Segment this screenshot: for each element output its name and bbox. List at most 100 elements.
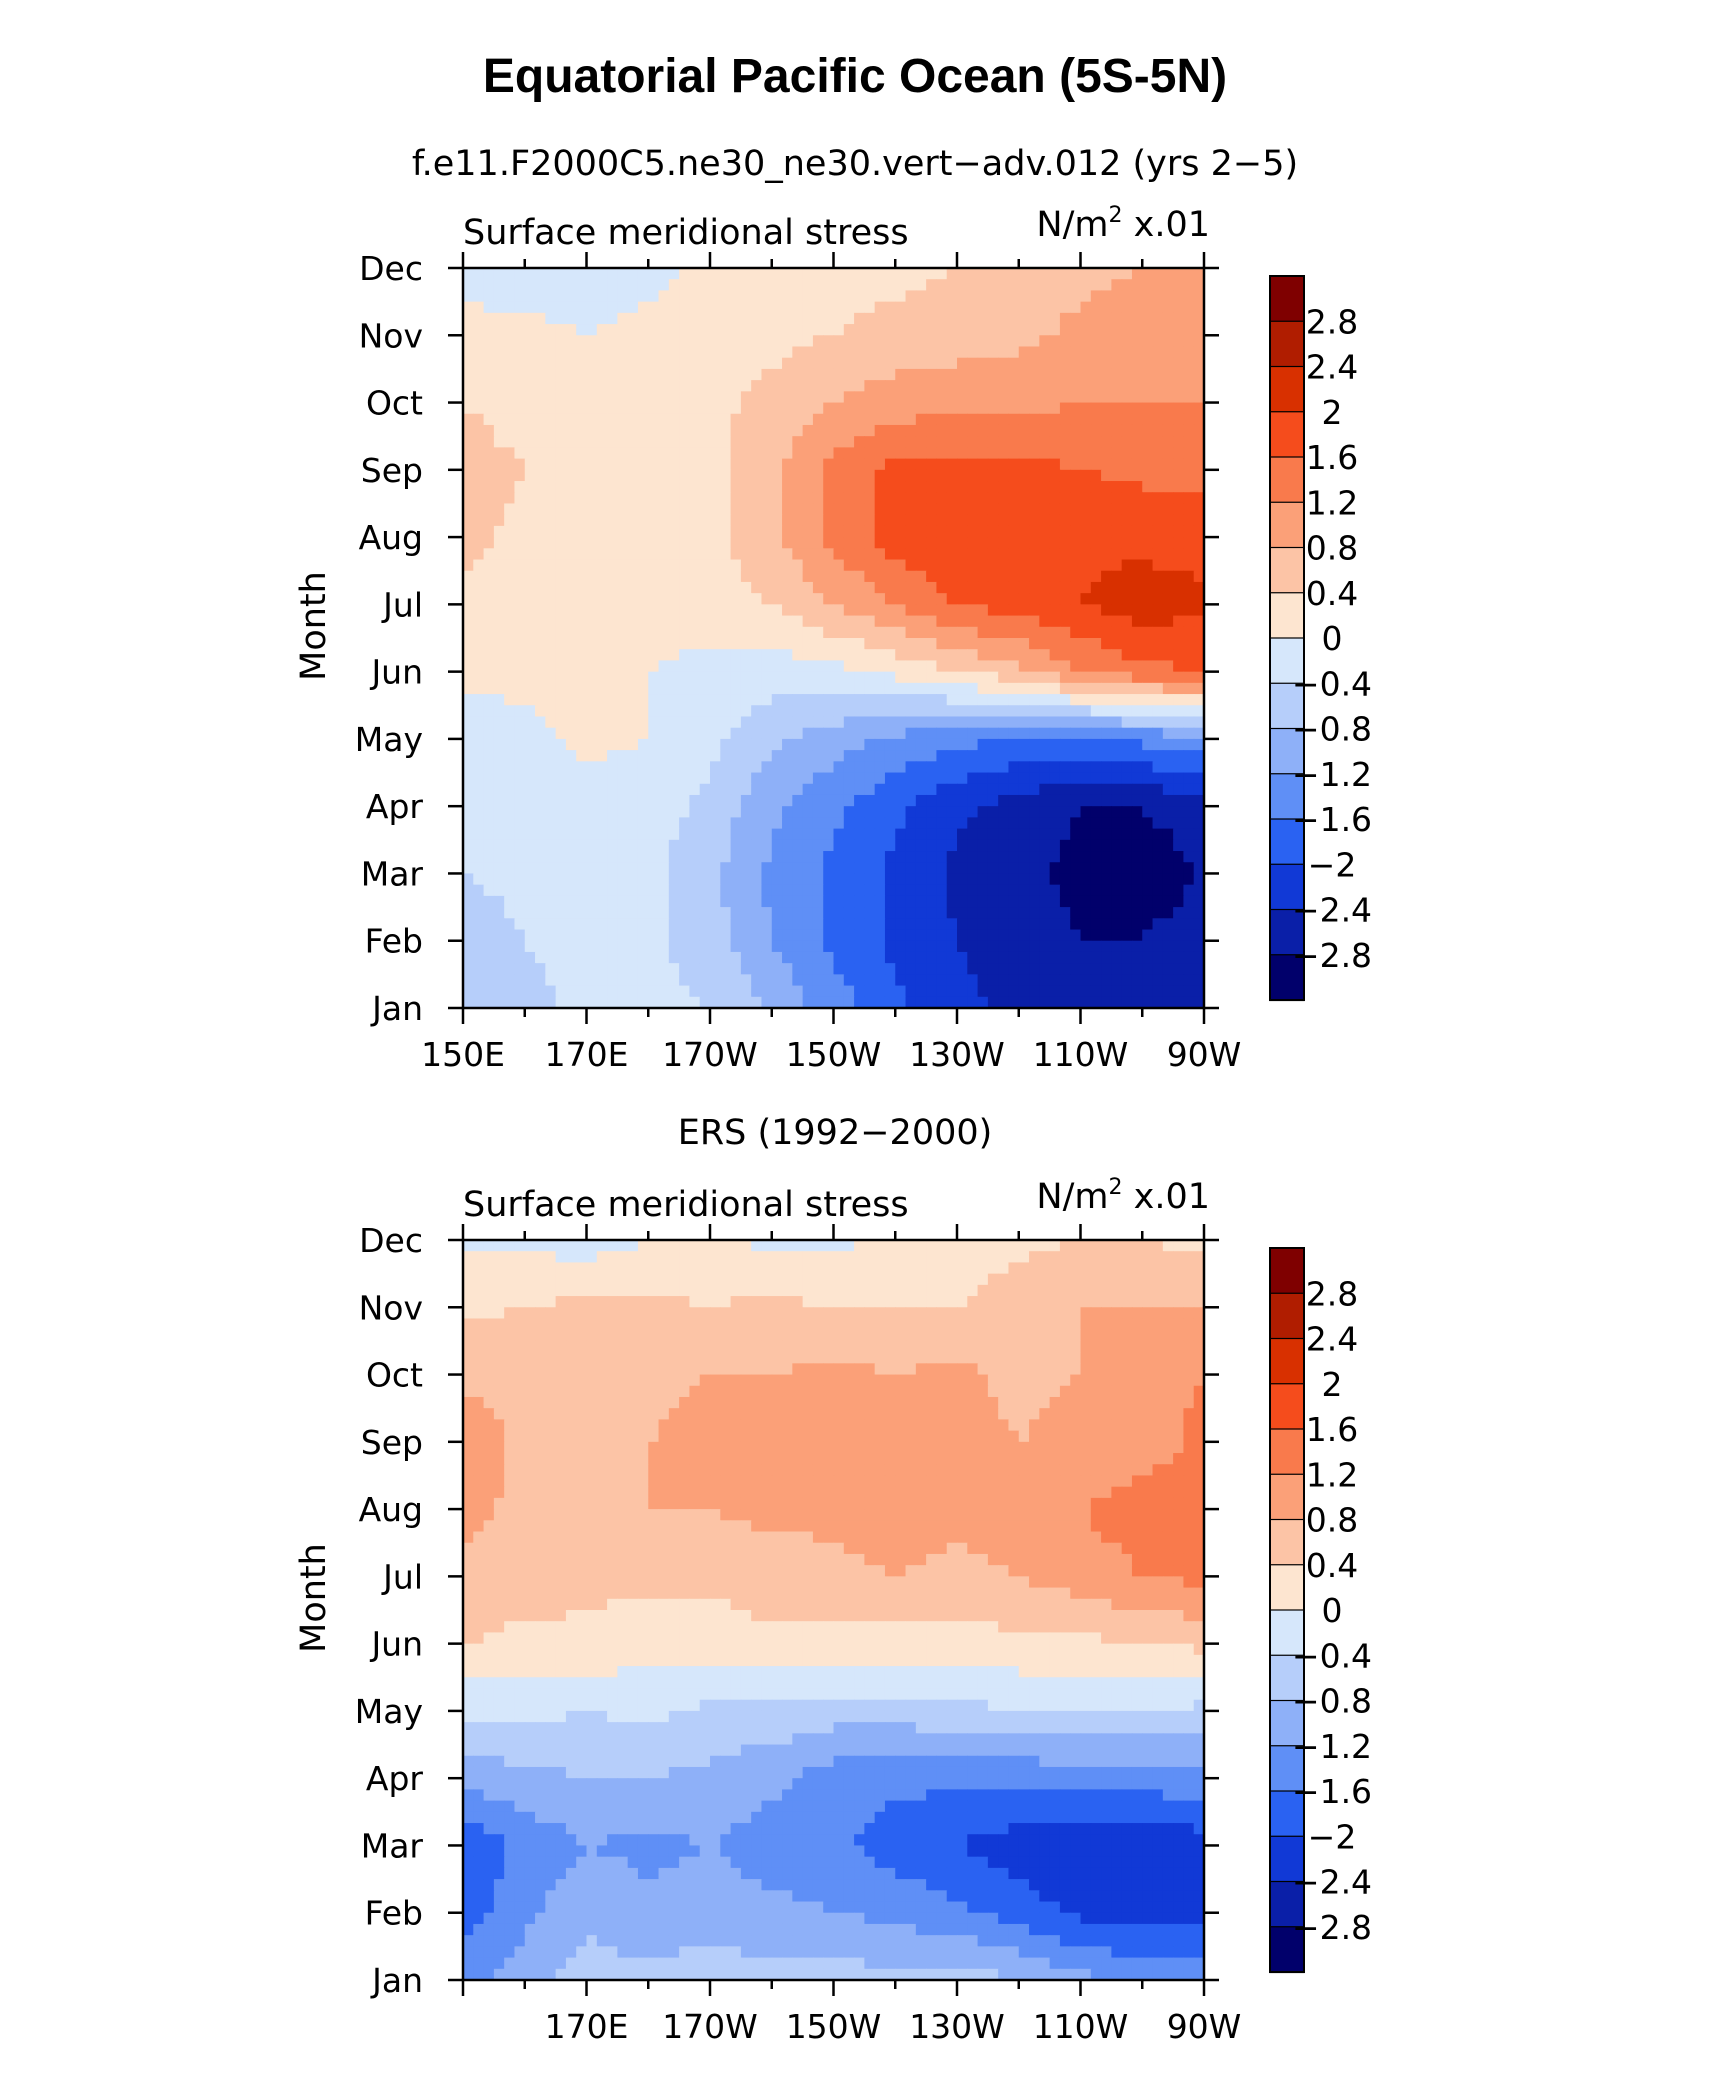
field-cell (1059, 738, 1071, 751)
field-cell (627, 794, 639, 807)
field-cell (782, 806, 793, 818)
field-cell (617, 503, 629, 516)
y-tick-label: Oct (366, 384, 423, 423)
field-cell (1059, 851, 1071, 863)
field-cell (493, 492, 505, 505)
field-cell (1152, 884, 1164, 897)
field-cell (1029, 391, 1040, 404)
field-cell (895, 884, 907, 897)
field-cell (905, 626, 917, 639)
field-cell (607, 492, 618, 505)
field-cell (689, 469, 701, 482)
field-cell (483, 996, 495, 1009)
field-cell (1090, 951, 1102, 964)
field-cell (493, 705, 505, 718)
field-cell (771, 1251, 783, 1264)
field-cell (1039, 929, 1051, 942)
field-cell (514, 346, 526, 359)
field-cell (689, 694, 701, 706)
field-cell (689, 817, 701, 830)
field-cell (1162, 862, 1174, 875)
field-cell (874, 525, 886, 538)
field-cell (1121, 638, 1133, 650)
field-cell (524, 447, 536, 460)
field-cell (1131, 436, 1143, 448)
field-cell (782, 727, 793, 740)
field-cell (812, 963, 824, 975)
field-cell (648, 413, 660, 426)
field-cell (730, 940, 742, 953)
field-cell (761, 862, 773, 875)
field-cell (1111, 357, 1123, 370)
field-cell (1090, 884, 1102, 897)
field-cell (751, 402, 763, 415)
field-cell (833, 481, 845, 493)
field-cell (874, 268, 886, 280)
field-cell (1029, 862, 1040, 875)
field-cell (493, 357, 505, 370)
field-cell (782, 525, 793, 538)
field-cell (627, 424, 639, 437)
field-cell (1018, 436, 1030, 448)
field-cell (679, 380, 691, 392)
field-cell (1049, 951, 1061, 964)
field-cell (874, 828, 886, 841)
field-cell (1152, 481, 1164, 493)
field-cell (1018, 279, 1030, 292)
field-cell (1173, 604, 1185, 617)
field-cell (1111, 929, 1123, 942)
field-cell (1162, 279, 1174, 292)
field-cell (1152, 783, 1164, 796)
field-cell (1121, 525, 1133, 538)
field-cell (720, 828, 732, 841)
field-cell (483, 907, 495, 919)
field-cell (1059, 593, 1071, 605)
field-cell (1080, 357, 1092, 370)
field-cell (884, 929, 896, 942)
field-cell (1111, 907, 1123, 919)
field-cell (576, 1251, 588, 1264)
field-cell (792, 548, 804, 561)
field-cell (957, 301, 968, 314)
field-cell (586, 548, 598, 561)
field-cell (957, 1240, 968, 1252)
field-cell (905, 738, 917, 751)
field-cell (812, 806, 824, 818)
field-cell (812, 929, 824, 942)
field-cell (823, 649, 835, 662)
field-cell (679, 458, 691, 471)
field-cell (473, 985, 485, 998)
field-cell (1183, 447, 1195, 460)
field-cell (576, 593, 588, 605)
field-cell (1090, 974, 1102, 987)
field-cell (720, 391, 732, 404)
field-cell (884, 862, 896, 875)
field-cell (545, 738, 557, 751)
field-cell (812, 828, 824, 841)
field-cell (946, 268, 958, 280)
field-cell (586, 268, 598, 280)
field-cell (1111, 839, 1123, 852)
field-cell (637, 279, 649, 292)
field-cell (555, 436, 567, 448)
field-cell (689, 279, 701, 292)
field-cell (1018, 895, 1030, 908)
field-cell (473, 335, 485, 348)
field-cell (1152, 380, 1164, 392)
field-cell (740, 469, 752, 482)
field-cell (740, 862, 752, 875)
field-cell (998, 335, 1010, 348)
field-cell (1029, 660, 1040, 673)
x-tick-label: 170E (545, 1035, 629, 1074)
field-cell (1029, 649, 1040, 662)
field-cell (833, 380, 845, 392)
field-cell (658, 671, 670, 684)
field-cell (1070, 772, 1082, 785)
field-cell (977, 963, 989, 975)
field-cell (895, 391, 907, 404)
y-tick-label: Apr (366, 787, 424, 826)
field-cell (1008, 974, 1020, 987)
field-cell (802, 503, 814, 516)
field-cell (1131, 279, 1143, 292)
field-cell (730, 716, 742, 729)
